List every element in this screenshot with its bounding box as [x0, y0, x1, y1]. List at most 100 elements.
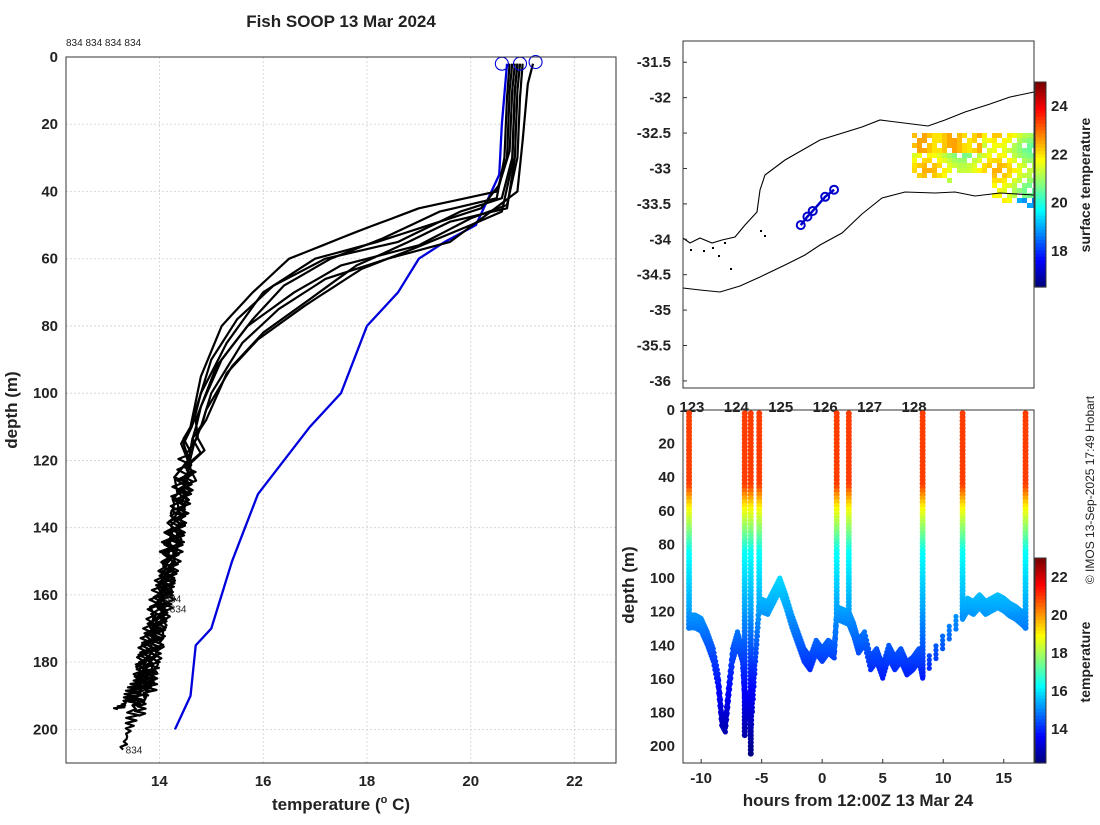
- temperature-profile: [127, 63, 511, 707]
- colorbar-band: [1035, 602, 1046, 607]
- time-axis-label: hours from 12:00Z 13 Mar 24: [743, 791, 974, 810]
- profile-y-ticks: 0 20 40 60 80 100 120 140 160 180 200: [33, 49, 58, 738]
- chart-title: Fish SOOP 13 Mar 2024: [246, 12, 436, 31]
- sst-pixel: [952, 163, 957, 168]
- sst-pixel: [927, 168, 932, 173]
- sst-pixel: [972, 163, 977, 168]
- sst-colorbar: 18 20 22 24: [1034, 81, 1068, 288]
- temperature-point: [953, 613, 959, 620]
- lat-tick-label: -34.5: [637, 267, 671, 284]
- colorbar-band: [1035, 722, 1046, 727]
- watermark: © IMOS 13-Sep-2025 17:49 Hobart: [1083, 395, 1097, 584]
- colorbar-band: [1035, 667, 1046, 672]
- lat-tick-label: -31.5: [637, 54, 671, 71]
- sst-pixel: [1022, 173, 1027, 178]
- sst-pixel: [1012, 178, 1017, 183]
- colorbar-band: [1035, 681, 1046, 686]
- colorbar-band: [1035, 636, 1046, 641]
- td-y-tick-label: 140: [650, 637, 675, 654]
- sst-pixel: [1007, 183, 1012, 188]
- colorbar-band: [1035, 701, 1046, 706]
- colorbar-band: [1035, 99, 1046, 104]
- top-annotation: 834 834 834 834: [66, 38, 142, 49]
- colorbar-band: [1035, 732, 1046, 737]
- temperature-point: [920, 662, 926, 669]
- sst-pixel: [952, 148, 957, 153]
- temperature-point: [752, 667, 758, 673]
- sst-pixel: [1027, 168, 1032, 173]
- x-tick-label: 20: [462, 773, 479, 790]
- sst-pixel: [922, 158, 927, 163]
- temperature-point: [864, 641, 871, 648]
- sst-pixel: [942, 168, 947, 173]
- sst-pixel: [1022, 188, 1027, 193]
- y-tick-label: 0: [50, 49, 58, 66]
- temperature-point: [712, 654, 718, 660]
- temperature-point: [740, 653, 746, 659]
- sst-pixel: [1027, 203, 1032, 208]
- sst-pixel: [1022, 138, 1027, 143]
- y-tick-label: 120: [33, 452, 58, 469]
- colorbar-band: [1035, 588, 1046, 593]
- lon-tick-label: 125: [768, 399, 793, 416]
- colorbar-band: [1035, 266, 1046, 271]
- colorbar-band: [1035, 571, 1046, 576]
- sst-pixel: [917, 138, 922, 143]
- y-tick-label: 80: [41, 318, 58, 335]
- sst-pixel: [1002, 163, 1007, 168]
- temperature-scatter: [686, 410, 1029, 757]
- temperature-point: [716, 684, 722, 690]
- colorbar-band: [1035, 585, 1046, 590]
- colorbar-band: [1035, 136, 1046, 141]
- temperature-profile: [133, 63, 524, 717]
- map-lat-ticks: -31.5 -32 -32.5 -33 -33.5 -34 -34.5 -35 -35.5 -36: [637, 54, 687, 390]
- sst-pixel: [1012, 168, 1017, 173]
- temperature-point: [750, 688, 756, 694]
- temperature-point: [1022, 611, 1028, 618]
- sst-pixel: [937, 148, 942, 153]
- colorbar-band: [1035, 280, 1046, 285]
- colorbar-band: [1035, 235, 1046, 240]
- y-tick-label: 160: [33, 587, 58, 604]
- td-y-tick-label: 60: [658, 503, 675, 520]
- colorbar-band: [1035, 191, 1046, 196]
- colorbar-band: [1035, 102, 1046, 107]
- temperature-point: [926, 657, 932, 663]
- time-depth-x-ticks: -10 -5 0 5 10 15: [690, 759, 1012, 787]
- sst-pixel: [962, 163, 967, 168]
- x-tick-label: 18: [359, 773, 376, 790]
- colorbar-band: [1035, 201, 1046, 206]
- sst-pixel: [932, 153, 937, 158]
- colorbar-band: [1035, 181, 1046, 186]
- sst-pixel: [942, 158, 947, 163]
- sst-pixel: [1007, 198, 1012, 203]
- sst-pixel: [1002, 148, 1007, 153]
- colorbar-band: [1035, 708, 1046, 713]
- sst-pixel: [962, 133, 967, 138]
- temperature-point: [718, 703, 724, 709]
- temperature-point: [940, 641, 946, 648]
- sst-pixel: [947, 178, 952, 183]
- sst-pixel: [1027, 138, 1032, 143]
- colorbar-band: [1035, 725, 1046, 730]
- temperature-point: [751, 675, 757, 681]
- temperature-point: [926, 665, 932, 671]
- colorbar-band: [1035, 629, 1046, 634]
- sst-pixel: [1027, 183, 1032, 188]
- colorbar-band: [1035, 677, 1046, 682]
- sst-pixel: [992, 158, 997, 163]
- temperature-point: [754, 637, 760, 643]
- temperature-point: [920, 667, 926, 673]
- coastal-islands: [690, 230, 766, 270]
- sst-pixel: [947, 153, 952, 158]
- temperature-point: [920, 675, 926, 681]
- track-point: [795, 220, 806, 231]
- sst-pixel: [972, 168, 977, 173]
- sst-pixel: [917, 173, 922, 178]
- colorbar-band: [1035, 129, 1046, 134]
- temperature-point: [725, 704, 731, 710]
- colorbar-band: [1035, 742, 1046, 747]
- ship-track: [795, 184, 840, 231]
- temperature-point: [1022, 620, 1028, 626]
- sst-pixel: [942, 138, 947, 143]
